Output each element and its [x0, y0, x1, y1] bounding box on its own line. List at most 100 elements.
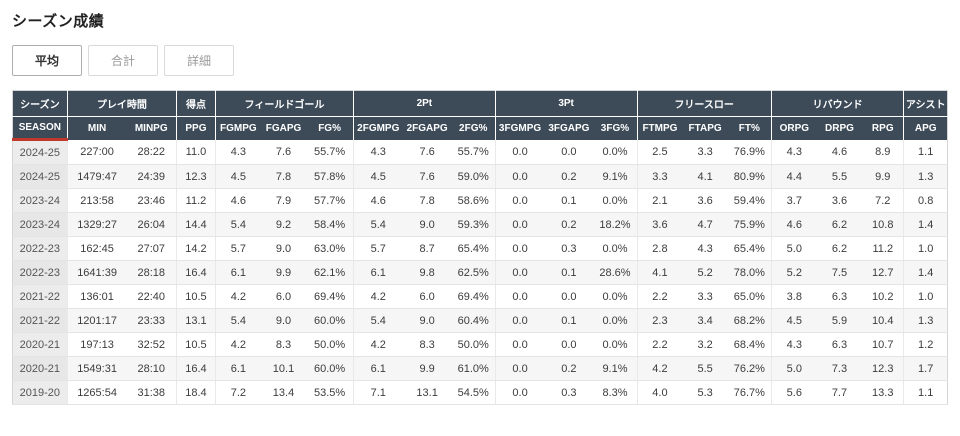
stat-cell: 10.5: [176, 332, 216, 357]
stat-cell: 7.1: [352, 380, 403, 405]
stat-cell: 28:10: [126, 356, 177, 381]
column-header-cell: FTMPG: [636, 116, 683, 140]
stat-cell: 13.3: [862, 380, 904, 405]
stat-cell: 65.4%: [727, 236, 772, 261]
table-row: 2021-22 1201:17 23:33 13.1 5.4 9.0 60.0% 5.4 9.0…: [12, 308, 948, 333]
stat-cell: 6.1: [214, 260, 261, 285]
group-header-cell: フリースロー: [636, 90, 772, 117]
column-header-cell: 3FGMPG: [494, 116, 545, 140]
stat-cell: 7.7: [816, 380, 863, 405]
stat-cell: 6.0: [260, 284, 307, 309]
column-header-cell: FGAPG: [260, 116, 307, 140]
stat-cell: 4.3: [770, 332, 817, 357]
stat-cell: 0.0: [494, 332, 545, 357]
stat-cell: 4.2: [352, 332, 403, 357]
stat-cell: 9.9: [260, 260, 307, 285]
stat-cell: 2.2: [636, 332, 683, 357]
stat-cell: 18.2%: [593, 212, 637, 237]
stat-cell: 9.9: [402, 356, 452, 381]
stat-cell: 0.0: [494, 356, 545, 381]
group-header-cell: プレイ時間: [66, 90, 177, 117]
stat-cell: 0.0: [494, 212, 545, 237]
column-header-cell: 3FG%: [593, 116, 637, 140]
stat-cell: 8.3%: [593, 380, 637, 405]
stat-cell: 9.0: [402, 308, 452, 333]
stat-cell: 10.4: [862, 308, 904, 333]
stat-cell: 8.3: [402, 332, 452, 357]
group-header-cell: リバウンド: [770, 90, 904, 117]
stat-cell: 5.3: [682, 380, 728, 405]
stat-cell: 5.2: [682, 260, 728, 285]
stat-cell: 59.3%: [451, 212, 496, 237]
stat-cell: 5.4: [352, 308, 403, 333]
stat-cell: 5.4: [352, 212, 403, 237]
stat-cell: 7.8: [260, 164, 307, 189]
stat-cell: 3.6: [636, 212, 683, 237]
stat-cell: 0.0: [494, 164, 545, 189]
stat-cell: 75.9%: [727, 212, 772, 237]
stat-cell: 28:22: [126, 139, 177, 165]
stat-cell: 22:40: [126, 284, 177, 309]
stat-cell: 1.7: [903, 356, 948, 381]
stat-cell: 32:52: [126, 332, 177, 357]
table-row: 2022-23 1641:39 28:18 16.4 6.1 9.9 62.1% 6.1 9.8…: [12, 260, 948, 285]
column-header-cell: PPG: [176, 116, 216, 140]
group-header-cell: 3Pt: [494, 90, 637, 117]
season-cell: 2021-22: [12, 308, 68, 333]
table-row: 2024-25 1479:47 24:39 12.3 4.5 7.8 57.8% 4.5 7.6…: [12, 164, 948, 189]
stat-cell: 4.1: [682, 164, 728, 189]
stat-cell: 9.1%: [593, 356, 637, 381]
column-header-cell: FTAPG: [682, 116, 728, 140]
stat-cell: 1.3: [903, 164, 948, 189]
stat-cell: 6.1: [352, 356, 403, 381]
stat-cell: 1549:31: [66, 356, 127, 381]
stat-cell: 1641:39: [66, 260, 127, 285]
stat-cell: 4.2: [214, 284, 261, 309]
stat-cell: 63.0%: [306, 236, 354, 261]
stat-cell: 23:33: [126, 308, 177, 333]
column-header-cell: SEASON: [12, 116, 68, 141]
stat-cell: 5.5: [682, 356, 728, 381]
stat-cell: 58.6%: [451, 188, 496, 213]
stat-cell: 78.0%: [727, 260, 772, 285]
stat-cell: 0.0: [544, 139, 594, 165]
stat-cell: 0.1: [544, 260, 594, 285]
stat-cell: 3.4: [682, 308, 728, 333]
tab-2[interactable]: 詳細: [164, 45, 234, 76]
stat-cell: 1.1: [903, 139, 948, 165]
group-header-cell: フィールドゴール: [214, 90, 354, 117]
group-header-cell: アシスト: [903, 90, 948, 117]
stat-cell: 65.4%: [451, 236, 496, 261]
season-stats-page: シーズン成績 平均 合計 詳細 シーズン プレイ時間 得点 フィールドゴール 2Pt 3Pt フ…: [12, 13, 948, 405]
group-header-cell: 得点: [176, 90, 216, 117]
stat-cell: 55.7%: [451, 139, 496, 165]
stat-cell: 4.3: [352, 139, 403, 165]
table-row: 2021-22 136:01 22:40 10.5 4.2 6.0 69.4% 4.2 6.0 6…: [12, 284, 948, 309]
stat-cell: 0.0: [494, 380, 545, 405]
stat-cell: 24:39: [126, 164, 177, 189]
stat-cell: 2.2: [636, 284, 683, 309]
table-row: 2019-20 1265:54 31:38 18.4 7.2 13.4 53.5% 7.1 13…: [12, 380, 948, 405]
stat-cell: 59.0%: [451, 164, 496, 189]
stat-cell: 10.1: [260, 356, 307, 381]
table-row: 2022-23 162:45 27:07 14.2 5.7 9.0 63.0% 5.7 8.7 6…: [12, 236, 948, 261]
stat-cell: 227:00: [66, 139, 127, 165]
stat-cell: 1.3: [903, 308, 948, 333]
stat-cell: 7.6: [260, 139, 307, 165]
stat-cell: 0.0: [494, 260, 545, 285]
stat-cell: 14.4: [176, 212, 216, 237]
season-cell: 2023-24: [12, 188, 68, 213]
column-header-cell: 2FGAPG: [402, 116, 452, 140]
column-header-cell: MINPG: [126, 116, 177, 140]
table-row: 2023-24 1329:27 26:04 14.4 5.4 9.2 58.4% 5.4 9.0…: [12, 212, 948, 237]
season-cell: 2020-21: [12, 332, 68, 357]
table-body: 2024-25 227:00 28:22 11.0 4.3 7.6 55.7% 4.3 7.6 5…: [12, 139, 948, 405]
stat-cell: 0.0%: [593, 284, 637, 309]
column-header-cell: FGMPG: [214, 116, 261, 140]
stat-cell: 0.2: [544, 164, 594, 189]
stat-cell: 9.0: [260, 308, 307, 333]
stat-cell: 4.1: [636, 260, 683, 285]
table-row: 2024-25 227:00 28:22 11.0 4.3 7.6 55.7% 4.3 7.6 5…: [12, 139, 948, 165]
tab-1[interactable]: 合計: [88, 45, 158, 76]
tab-0[interactable]: 平均: [12, 45, 82, 76]
